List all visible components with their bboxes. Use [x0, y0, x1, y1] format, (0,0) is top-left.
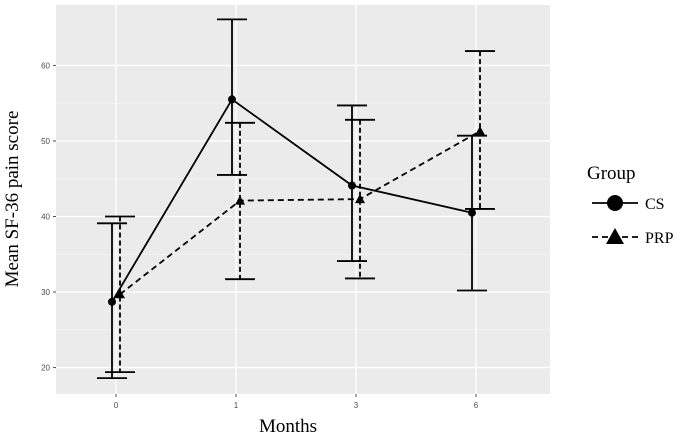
error-bar — [345, 118, 375, 280]
y-tick-label: 20 — [41, 364, 50, 373]
error-bar — [105, 215, 135, 373]
legend: Group CS PRP — [587, 163, 674, 247]
legend-title: Group — [587, 163, 636, 184]
series-line — [111, 98, 473, 303]
y-axis-title: Mean SF-36 pain score — [2, 111, 23, 288]
data-point-circle — [468, 208, 476, 217]
data-point-circle — [228, 95, 236, 104]
legend-label: CS — [645, 196, 665, 213]
data-point-triangle — [475, 126, 485, 136]
y-tick-label: 30 — [41, 288, 50, 297]
legend-item-cs: CS — [592, 195, 665, 213]
y-tick-label: 50 — [41, 137, 50, 146]
error-bar — [465, 50, 495, 210]
y-tick-label: 40 — [41, 212, 50, 221]
error-bar — [225, 121, 255, 281]
legend-items: CS PRP — [592, 195, 674, 247]
x-tick-label: 0 — [114, 401, 119, 410]
series-prp — [105, 50, 495, 373]
x-tick-label: 6 — [474, 401, 479, 410]
legend-key-circle — [607, 195, 623, 211]
x-axis-title: Months — [259, 416, 317, 436]
series-line — [119, 130, 481, 296]
series-layer — [97, 18, 495, 380]
x-tick-label: 1 — [234, 401, 239, 410]
data-point-triangle — [115, 289, 125, 299]
x-tick-label: 3 — [354, 401, 359, 410]
data-point-triangle — [235, 195, 245, 205]
legend-key-triangle — [606, 228, 624, 244]
data-point-circle — [348, 181, 356, 190]
data-point-circle — [108, 297, 116, 306]
legend-label: PRP — [645, 230, 674, 247]
legend-item-prp: PRP — [592, 228, 674, 247]
grid — [56, 5, 550, 394]
y-tick-label: 60 — [41, 61, 50, 70]
ticks: 20 30 40 50 60 0 1 3 6 — [41, 61, 479, 410]
data-point-triangle — [355, 194, 365, 204]
series-cs — [97, 18, 487, 380]
